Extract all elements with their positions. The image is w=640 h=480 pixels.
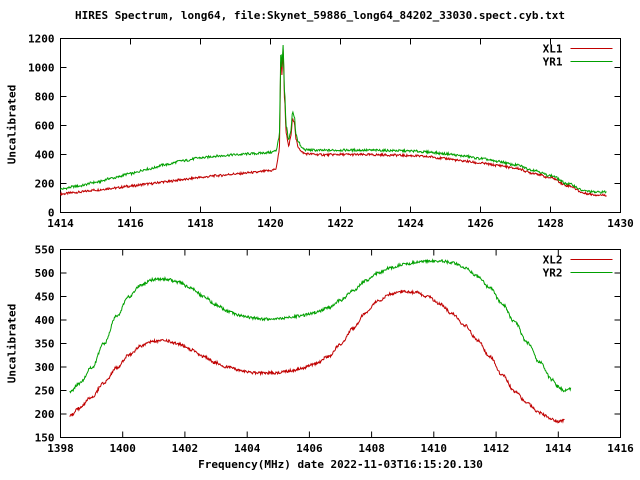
y-tick-label: 800 (35, 91, 55, 104)
x-tick-label: 1416 (117, 217, 144, 230)
series-line-XL1 (60, 49, 607, 197)
x-tick-label: 1404 (234, 442, 261, 455)
y-tick-label: 350 (35, 338, 55, 351)
x-axis-label: Frequency(MHz) date 2022-11-03T16:15:20.… (198, 458, 483, 471)
y-tick-label: 1200 (28, 33, 55, 46)
x-tick-label: 1430 (607, 217, 634, 230)
x-tick-label: 1426 (467, 217, 494, 230)
plot-border (60, 249, 621, 438)
y-tick-label: 450 (35, 291, 55, 304)
x-tick-label: 1428 (537, 217, 564, 230)
x-tick-label: 1422 (327, 217, 354, 230)
series-line-YR2 (69, 258, 572, 394)
x-tick-label: 1406 (296, 442, 323, 455)
x-tick-label: 1420 (257, 217, 284, 230)
y-tick-label: 500 (35, 267, 55, 280)
x-tick-label: 1408 (358, 442, 385, 455)
legend-label-YR2: YR2 (543, 267, 563, 280)
x-tick-label: 1418 (187, 217, 214, 230)
chart-title: HIRES Spectrum, long64, file:Skynet_5988… (74, 9, 566, 22)
legend-label-XL2: XL2 (543, 254, 563, 267)
y-tick-label: 250 (35, 385, 55, 398)
legend-label-YR1: YR1 (543, 56, 563, 69)
x-tick-label: 1416 (607, 442, 634, 455)
x-tick-label: 1414 (47, 217, 74, 230)
y-tick-label: 400 (35, 149, 55, 162)
x-tick-label: 1402 (172, 442, 199, 455)
x-tick-label: 1412 (483, 442, 510, 455)
series-line-YR1 (60, 44, 607, 194)
x-tick-label: 1424 (397, 217, 424, 230)
y-tick-label: 200 (35, 408, 55, 421)
x-tick-label: 1398 (47, 442, 74, 455)
x-tick-label: 1400 (109, 442, 136, 455)
y-tick-label: 400 (35, 314, 55, 327)
y-tick-label: 600 (35, 120, 55, 133)
x-tick-label: 1414 (545, 442, 572, 455)
y-tick-label: 150 (35, 432, 55, 445)
y-tick-label: 300 (35, 361, 55, 374)
series-line-XL2 (69, 289, 565, 424)
plot-border (60, 38, 621, 213)
y-tick-label: 200 (35, 178, 55, 191)
y-tick-label: 1000 (28, 62, 55, 75)
legend-label-XL1: XL1 (543, 43, 563, 56)
y-tick-label: 550 (35, 244, 55, 257)
y-tick-label: 0 (48, 207, 55, 220)
x-tick-label: 1410 (421, 442, 448, 455)
